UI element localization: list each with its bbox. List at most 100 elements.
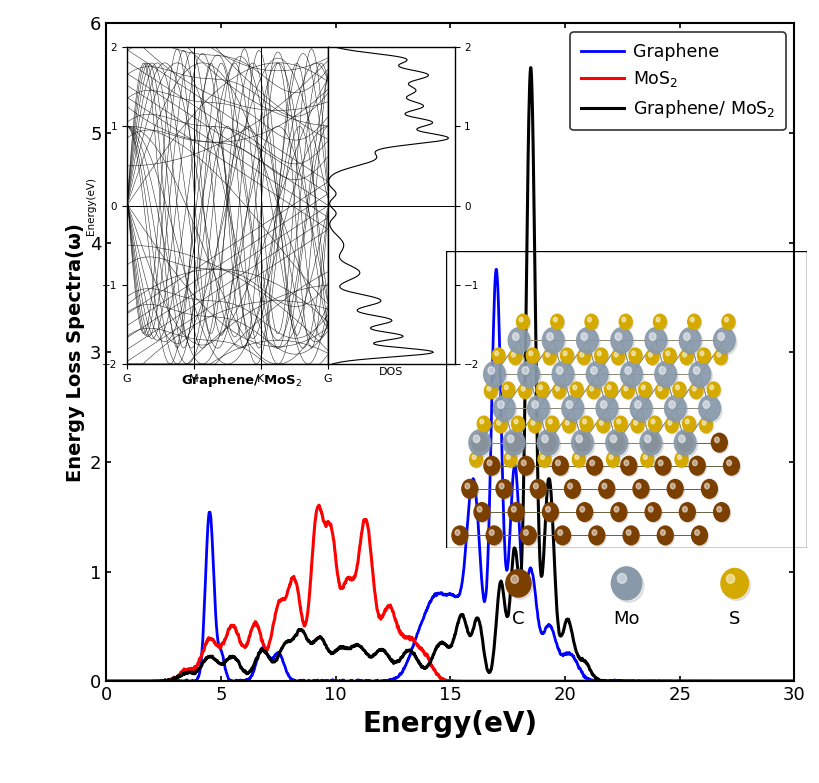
Circle shape <box>519 384 532 399</box>
Circle shape <box>518 383 532 399</box>
Circle shape <box>485 458 501 476</box>
Circle shape <box>509 437 514 442</box>
Circle shape <box>614 352 618 357</box>
Circle shape <box>453 528 469 546</box>
Circle shape <box>669 401 676 409</box>
Circle shape <box>608 431 629 457</box>
Circle shape <box>675 452 688 467</box>
MoS$_2$ <box>365 545 375 554</box>
Circle shape <box>671 483 675 489</box>
Graphene <box>491 265 501 274</box>
Circle shape <box>622 317 626 322</box>
Circle shape <box>581 417 594 433</box>
Circle shape <box>641 431 663 457</box>
Circle shape <box>690 317 695 322</box>
Circle shape <box>509 503 524 521</box>
Circle shape <box>686 419 689 424</box>
MoS$_2$ <box>702 677 712 686</box>
Circle shape <box>547 417 559 433</box>
Circle shape <box>624 386 628 391</box>
Line: MoS$_2$: MoS$_2$ <box>106 505 794 681</box>
Circle shape <box>691 526 708 545</box>
Circle shape <box>503 430 525 456</box>
Circle shape <box>717 352 721 357</box>
Circle shape <box>543 349 556 365</box>
Circle shape <box>496 479 512 498</box>
Text: Graphene/ MoS$_2$: Graphene/ MoS$_2$ <box>181 372 302 389</box>
Graphene <box>221 666 231 675</box>
Circle shape <box>599 479 614 498</box>
Circle shape <box>693 528 708 546</box>
Circle shape <box>563 351 567 355</box>
Circle shape <box>699 395 721 421</box>
Circle shape <box>676 453 689 468</box>
Circle shape <box>462 479 477 498</box>
Circle shape <box>519 317 523 322</box>
Circle shape <box>484 362 505 387</box>
Circle shape <box>726 575 735 583</box>
Circle shape <box>588 363 609 389</box>
Circle shape <box>539 453 552 468</box>
Circle shape <box>714 349 727 365</box>
Circle shape <box>522 528 537 546</box>
Graphene <box>790 677 799 686</box>
Circle shape <box>639 382 652 397</box>
Circle shape <box>473 455 476 460</box>
Circle shape <box>624 528 640 546</box>
Circle shape <box>600 481 616 500</box>
Circle shape <box>452 526 468 545</box>
Circle shape <box>564 479 581 498</box>
Circle shape <box>552 456 568 475</box>
Circle shape <box>537 383 550 399</box>
Circle shape <box>668 481 685 500</box>
Circle shape <box>486 526 502 545</box>
Circle shape <box>538 452 551 467</box>
Graphene/ MoS$_2$ <box>221 657 231 666</box>
Circle shape <box>507 435 523 453</box>
Circle shape <box>657 384 669 399</box>
Circle shape <box>645 503 661 521</box>
Circle shape <box>681 504 696 523</box>
Circle shape <box>723 316 736 330</box>
Circle shape <box>477 417 491 431</box>
Circle shape <box>518 362 540 387</box>
Circle shape <box>495 398 517 423</box>
Circle shape <box>510 351 523 366</box>
Circle shape <box>554 458 569 476</box>
Graphene/ MoS$_2$ <box>790 677 799 686</box>
Circle shape <box>699 349 712 364</box>
Circle shape <box>527 348 539 363</box>
Circle shape <box>473 435 480 442</box>
Circle shape <box>659 366 666 374</box>
Line: Graphene/ MoS$_2$: Graphene/ MoS$_2$ <box>106 67 794 681</box>
Circle shape <box>683 417 695 431</box>
Circle shape <box>471 453 483 468</box>
Circle shape <box>575 455 579 460</box>
Circle shape <box>582 419 586 424</box>
Circle shape <box>717 507 722 512</box>
Circle shape <box>505 431 527 457</box>
Circle shape <box>478 417 491 433</box>
Circle shape <box>585 314 598 330</box>
Circle shape <box>715 351 728 366</box>
Circle shape <box>488 366 495 374</box>
Circle shape <box>609 455 613 460</box>
Circle shape <box>634 481 650 500</box>
Circle shape <box>677 455 681 460</box>
Circle shape <box>474 503 490 521</box>
Circle shape <box>590 386 594 391</box>
Circle shape <box>470 431 492 457</box>
Circle shape <box>563 417 576 433</box>
Circle shape <box>681 351 694 366</box>
Circle shape <box>529 419 542 434</box>
Circle shape <box>572 452 586 467</box>
Circle shape <box>646 437 651 442</box>
Circle shape <box>508 435 514 442</box>
Circle shape <box>586 456 603 475</box>
Graphene <box>702 677 712 686</box>
Circle shape <box>509 330 532 355</box>
Circle shape <box>649 417 662 431</box>
Circle shape <box>588 458 604 476</box>
Circle shape <box>543 437 548 442</box>
Circle shape <box>678 435 695 453</box>
